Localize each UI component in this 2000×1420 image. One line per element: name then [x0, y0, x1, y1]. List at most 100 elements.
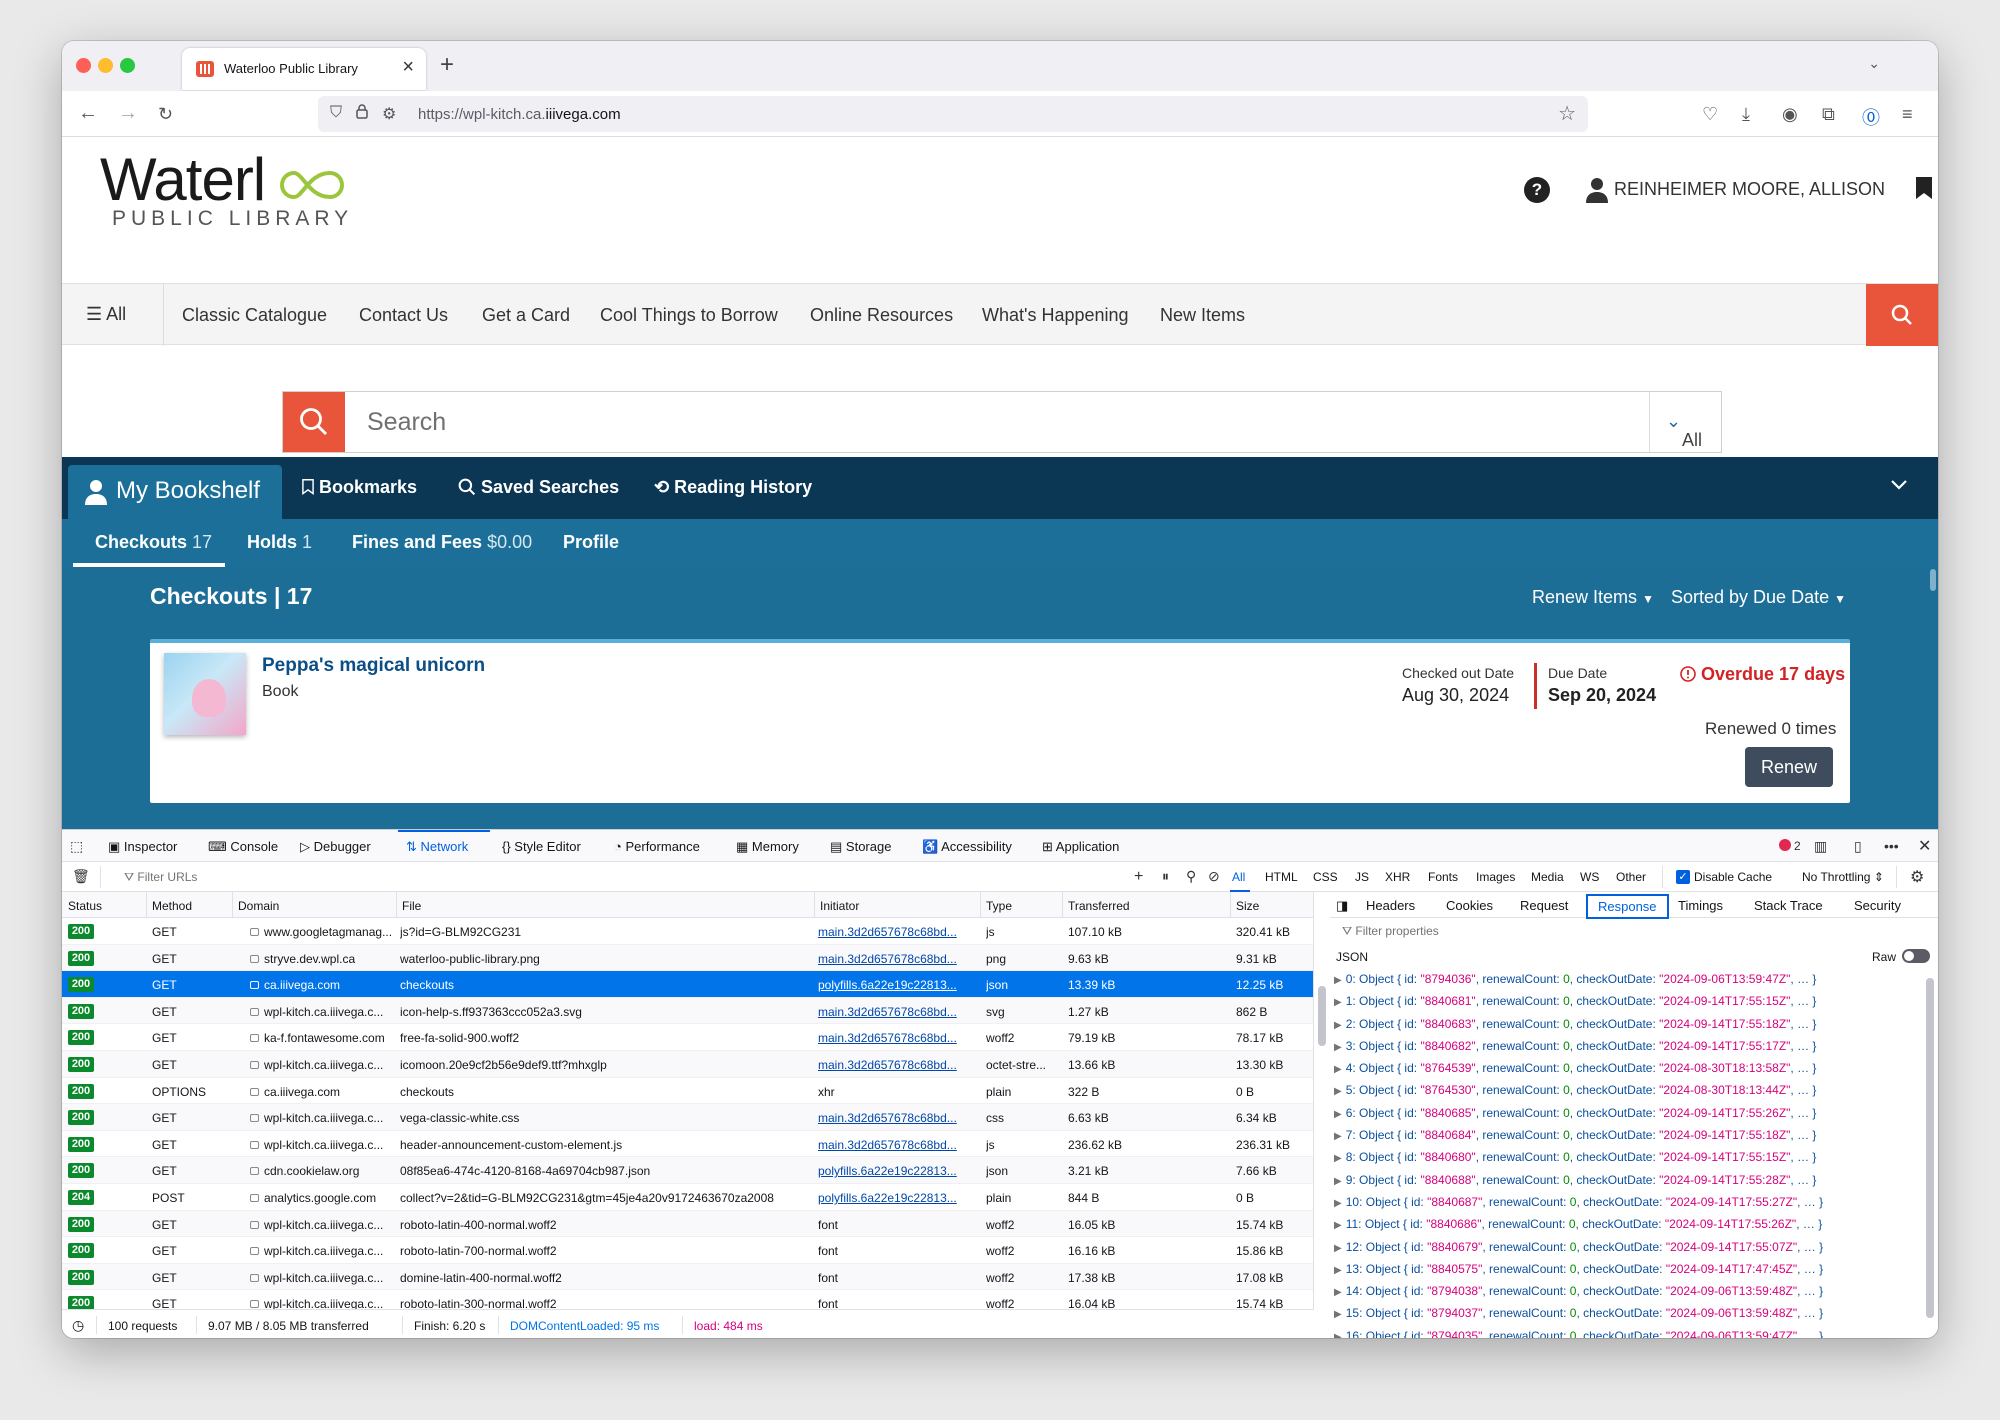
element-picker-icon[interactable]: ⬚ — [70, 838, 84, 854]
extensions-icon[interactable]: ⧉ — [1822, 104, 1835, 124]
tab-saved-searches[interactable]: Saved Searches — [458, 477, 619, 498]
cell-initiator[interactable]: main.3d2d657678c68bd... — [818, 1057, 957, 1072]
page-scrollbar[interactable] — [1930, 569, 1936, 591]
book-cover-image[interactable] — [164, 653, 246, 735]
tab-reading-history[interactable]: ⟲ Reading History — [654, 477, 813, 497]
expand-arrow-icon[interactable]: ▶ — [1334, 1131, 1342, 1143]
json-row[interactable]: ▶ 15: Object { id: "8794037", renewalCoun… — [1334, 1306, 1824, 1321]
app-menu-icon[interactable]: ≡ — [1902, 104, 1913, 124]
filter-html[interactable]: HTML — [1265, 870, 1298, 884]
bookmark-star-icon[interactable]: ☆ — [1558, 103, 1576, 125]
minimize-window-button[interactable] — [98, 58, 113, 73]
block-icon[interactable]: ⊘ — [1208, 868, 1220, 884]
json-row[interactable]: ▶ 16: Object { id: "8794035", renewalCoun… — [1334, 1329, 1924, 1338]
tab-timings[interactable]: Timings — [1678, 898, 1724, 913]
tab-security[interactable]: Security — [1854, 898, 1901, 913]
expand-arrow-icon[interactable]: ▶ — [1334, 1220, 1342, 1232]
tab-stack-trace[interactable]: Stack Trace — [1754, 898, 1823, 913]
tab-profile[interactable]: Profile — [563, 532, 620, 552]
tab-application[interactable]: ⊞ Application — [1042, 839, 1120, 854]
expand-arrow-icon[interactable]: ▶ — [1334, 1064, 1342, 1076]
col-size[interactable]: Size — [1236, 899, 1260, 913]
expand-arrow-icon[interactable]: ▶ — [1334, 975, 1342, 986]
account-icon[interactable]: ◉ — [1782, 104, 1798, 124]
json-row[interactable]: ▶ 2: Object { id: "8840683", renewalCount… — [1334, 1016, 1817, 1031]
json-row[interactable]: ▶ 13: Object { id: "8840575", renewalCoun… — [1334, 1261, 1824, 1276]
tab-cookies[interactable]: Cookies — [1446, 898, 1493, 913]
nav-classic-catalogue[interactable]: Classic Catalogue — [182, 305, 328, 325]
table-row[interactable]: 200 OPTIONS ca.iiivega.com checkouts xhr plai… — [62, 1078, 1313, 1105]
table-row[interactable]: 200 GET ka-f.fontawesome.com free-fa-solid-… — [62, 1024, 1313, 1051]
col-status[interactable]: Status — [68, 899, 103, 913]
all-menu-button[interactable]: ☰ All — [86, 304, 127, 324]
pause-icon[interactable]: ⏸ — [1162, 868, 1169, 884]
json-row[interactable]: ▶ 8: Object { id: "8840680", renewalCount… — [1334, 1150, 1817, 1165]
json-row[interactable]: ▶ 1: Object { id: "8840681", renewalCount… — [1334, 994, 1817, 1009]
cell-initiator[interactable]: main.3d2d657678c68bd... — [818, 951, 957, 966]
response-scrollbar[interactable] — [1926, 978, 1934, 1318]
filter-css[interactable]: CSS — [1313, 870, 1338, 884]
filter-other[interactable]: Other — [1616, 870, 1647, 884]
browser-tab[interactable]: Waterloo Public Library × — [182, 48, 426, 90]
expand-arrow-icon[interactable]: ▶ — [1334, 1242, 1342, 1254]
json-row[interactable]: ▶ 9: Object { id: "8840688", renewalCount… — [1334, 1172, 1817, 1187]
table-row[interactable]: 200 GET wpl-kitch.ca.iiivega.c... domine-la… — [62, 1263, 1313, 1291]
table-row[interactable]: 200 GET wpl-kitch.ca.iiivega.c... roboto-la… — [62, 1237, 1313, 1264]
expand-arrow-icon[interactable]: ▶ — [1334, 1019, 1342, 1031]
downloads-icon[interactable]: ⤓ — [1742, 104, 1750, 124]
tab-my-bookshelf[interactable]: My Bookshelf — [68, 465, 282, 519]
filter-images[interactable]: Images — [1476, 870, 1516, 884]
json-row[interactable]: ▶ 14: Object { id: "8794038", renewalCoun… — [1334, 1284, 1824, 1299]
lock-icon[interactable] — [356, 104, 368, 124]
nav-get-a-card[interactable]: Get a Card — [482, 305, 571, 325]
search-button[interactable] — [283, 392, 345, 452]
table-row[interactable]: 200 GET wpl-kitch.ca.iiivega.c... header-an… — [62, 1131, 1313, 1158]
search-input[interactable]: Search — [367, 408, 447, 436]
expand-arrow-icon[interactable]: ▶ — [1334, 1086, 1342, 1098]
bookmark-icon[interactable] — [1916, 177, 1932, 199]
nav-cool-things[interactable]: Cool Things to Borrow — [600, 305, 778, 325]
tab-checkouts[interactable]: Checkouts 17 — [95, 532, 213, 552]
search-icon[interactable]: ⚲ — [1186, 868, 1197, 884]
header-search-button[interactable] — [1866, 284, 1938, 346]
new-tab-button[interactable]: + — [440, 51, 455, 78]
url-text[interactable]: https://wpl-kitch.ca.iiivega.com — [418, 106, 621, 123]
error-count[interactable]: 2 — [1794, 839, 1801, 853]
user-icon[interactable] — [1586, 177, 1608, 203]
address-bar[interactable]: ⛉ ⚙ https://wpl-kitch.ca.iiivega.com ☆ — [318, 96, 1588, 132]
tab-network[interactable]: ⇅ Network — [406, 839, 469, 854]
tab-inspector[interactable]: ▣ Inspector — [108, 839, 178, 854]
table-row[interactable]: 200 GET ca.iiivega.com checkouts polyfills.6… — [62, 971, 1313, 998]
disable-cache-checkbox[interactable]: ✓ — [1676, 870, 1690, 884]
responsive-design-icon[interactable]: ▯ — [1854, 838, 1862, 854]
filter-media[interactable]: Media — [1531, 870, 1564, 884]
col-domain[interactable]: Domain — [238, 899, 280, 913]
expand-arrow-icon[interactable]: ▶ — [1334, 1264, 1342, 1276]
disable-cache-label[interactable]: Disable Cache — [1694, 870, 1773, 884]
col-file[interactable]: File — [402, 899, 422, 913]
cell-initiator[interactable]: main.3d2d657678c68bd... — [818, 1137, 957, 1152]
cell-initiator[interactable]: polyfills.6a22e19c22813... — [818, 1164, 957, 1179]
close-tab-icon[interactable]: × — [402, 56, 414, 78]
error-icon[interactable] — [1779, 839, 1791, 851]
json-row[interactable]: ▶ 11: Object { id: "8840686", renewalCoun… — [1334, 1217, 1823, 1232]
gear-icon[interactable]: ⚙ — [1910, 869, 1925, 886]
plus-icon[interactable]: + — [1134, 868, 1144, 885]
split-console-icon[interactable]: ▥ — [1814, 838, 1828, 854]
forward-arrow-icon[interactable]: → — [118, 102, 138, 124]
book-title-link[interactable]: Peppa's magical unicorn — [262, 655, 486, 676]
filter-urls-input[interactable]: ⛛ Filter URLs — [124, 870, 198, 884]
filter-properties-input[interactable]: ⛛ Filter properties — [1342, 924, 1439, 938]
throttling-dropdown[interactable]: No Throttling ⇕ — [1802, 870, 1884, 884]
tab-holds[interactable]: Holds 1 — [247, 532, 313, 552]
expand-arrow-icon[interactable]: ▶ — [1334, 1175, 1342, 1187]
trash-icon[interactable]: 🗑 — [72, 868, 90, 884]
cell-initiator[interactable]: polyfills.6a22e19c22813... — [818, 1190, 957, 1205]
col-type[interactable]: Type — [986, 899, 1013, 913]
search-scope-dropdown[interactable]: All ⌄ — [1649, 392, 1721, 452]
expand-arrow-icon[interactable]: ▶ — [1334, 1331, 1342, 1338]
tab-style-editor[interactable]: {} Style Editor — [502, 839, 581, 854]
col-initiator[interactable]: Initiator — [820, 899, 860, 913]
json-row[interactable]: ▶ 12: Object { id: "8840679", renewalCoun… — [1334, 1239, 1824, 1254]
filter-xhr[interactable]: XHR — [1385, 870, 1411, 884]
